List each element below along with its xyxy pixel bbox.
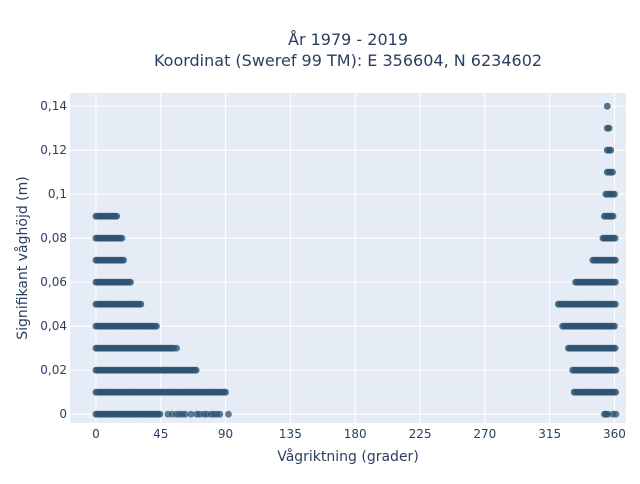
data-point	[612, 410, 620, 418]
data-point	[156, 410, 164, 418]
data-point	[611, 190, 618, 198]
x-tick-label: 180	[344, 427, 367, 441]
data-point	[607, 146, 615, 154]
series-0	[92, 212, 232, 418]
y-axis-title: Signifikant våghöjd (m)	[14, 176, 31, 339]
data-point	[611, 300, 619, 308]
data-point	[127, 278, 134, 286]
x-tick-label: 270	[473, 427, 496, 441]
data-point	[118, 234, 126, 242]
data-point	[225, 410, 232, 418]
data-point	[216, 410, 224, 418]
x-tick-label: 90	[218, 427, 233, 441]
x-axis-title: Vågriktning (grader)	[277, 448, 419, 465]
data-point	[113, 212, 121, 220]
data-point	[173, 344, 180, 352]
x-tick-label: 135	[279, 427, 302, 441]
data-point	[609, 212, 617, 220]
data-point	[153, 322, 160, 330]
data-point	[611, 278, 619, 286]
y-tick-label: 0,1	[48, 187, 67, 201]
x-tick-label: 0	[92, 427, 100, 441]
y-tick-label: 0	[59, 407, 67, 421]
x-tick-label: 45	[153, 427, 168, 441]
y-tick-label: 0,02	[40, 363, 67, 377]
data-point	[222, 388, 229, 396]
data-points	[92, 102, 620, 418]
x-tick-label: 315	[538, 427, 561, 441]
chart-subtitle: Koordinat (Sweref 99 TM): E 356604, N 62…	[154, 51, 542, 70]
y-tick-label: 0,14	[40, 99, 67, 113]
data-point	[605, 124, 613, 132]
data-point	[611, 256, 619, 264]
data-point	[611, 344, 619, 352]
y-tick-label: 0,08	[40, 231, 67, 245]
x-tick-label: 225	[409, 427, 432, 441]
data-point	[609, 168, 616, 176]
data-point	[604, 410, 612, 418]
series-1	[554, 102, 620, 418]
gridlines	[70, 93, 626, 423]
data-point	[187, 410, 195, 418]
y-tick-label: 0,06	[40, 275, 67, 289]
data-point	[612, 388, 620, 396]
data-point	[612, 366, 620, 374]
data-point	[611, 322, 618, 330]
axes: 0 45 90 135 180 225 270 315 360 0 0,02 0,04 0,06 0,08…	[40, 99, 626, 441]
data-point	[611, 234, 619, 242]
data-point	[120, 256, 127, 264]
data-point	[603, 102, 611, 110]
data-point	[192, 366, 200, 374]
y-tick-label: 0,04	[40, 319, 67, 333]
data-point	[181, 410, 189, 418]
y-tick-label: 0,12	[40, 143, 67, 157]
x-tick-label: 360	[603, 427, 626, 441]
chart-title: År 1979 - 2019	[288, 30, 408, 49]
data-point	[137, 300, 145, 308]
